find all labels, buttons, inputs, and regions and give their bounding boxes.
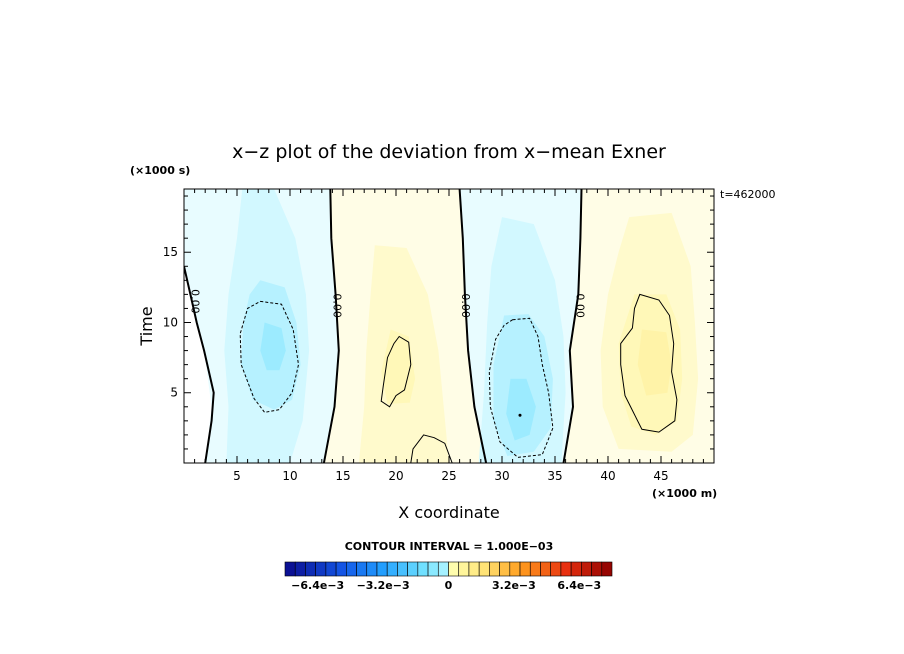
neg-shade-core-2 [506, 378, 536, 441]
colorbar-swatch [560, 561, 572, 577]
positive-contour-3 [410, 434, 453, 463]
x-tick-label: 10 [282, 469, 297, 483]
colorbar-swatch [478, 561, 490, 577]
zero-contour-label-2: 0.00 [331, 293, 344, 318]
y-axis-title: Time [137, 306, 156, 346]
x-tick-label: 45 [653, 469, 668, 483]
colorbar-swatch [437, 561, 449, 577]
zero-contour-1 [184, 266, 215, 463]
colorbar: −6.4e−3 −3.2e−3 0 3.2e−3 6.4e−3 [284, 561, 613, 592]
colorbar-swatch [356, 561, 368, 577]
colorbar-swatch [570, 561, 582, 577]
zero-contour-4 [562, 189, 583, 463]
pos-shade-inner-1 [381, 329, 416, 404]
zero-contour-2 [322, 189, 340, 463]
colorbar-tick-label: 0 [445, 579, 453, 592]
x-tick-label: 40 [600, 469, 615, 483]
colorbar-swatch [397, 561, 408, 577]
colorbar-swatch [581, 561, 592, 577]
x-axis-title: X coordinate [398, 503, 499, 522]
positive-contour-1 [380, 335, 412, 408]
chart-title: x−z plot of the deviation from x−mean Ex… [232, 141, 666, 163]
colorbar-swatch [601, 561, 613, 577]
neg-shade-core-1 [260, 322, 286, 371]
colorbar-swatch [315, 561, 327, 577]
x-tick-label: 20 [388, 469, 403, 483]
colorbar-swatch [468, 561, 480, 577]
colorbar-swatch [458, 561, 470, 577]
colorbar-swatch [427, 561, 439, 577]
colorbar-swatch [325, 561, 337, 577]
y-tick-label: 5 [170, 386, 178, 400]
contour-lines [184, 189, 678, 463]
x-unit-label: (×1000 m) [652, 487, 717, 500]
zero-contour-label-1: 0.00 [189, 289, 202, 314]
zero-contour-label-3: 0.00 [459, 293, 472, 318]
x-tick-label: 15 [335, 469, 350, 483]
negative-contour-1 [239, 300, 300, 413]
colorbar-tick-label: 3.2e−3 [492, 579, 536, 592]
colorbar-swatch [346, 561, 357, 577]
pos-shade-core-2 [637, 329, 672, 396]
colorbar-swatch [519, 561, 531, 577]
axis-ticks: 5 10 15 20 25 30 35 40 45 5 10 15 [163, 189, 714, 483]
colorbar-swatch [386, 561, 398, 577]
minimum-marker [518, 413, 522, 417]
colorbar-swatch [540, 561, 551, 577]
x-tick-label: 30 [494, 469, 509, 483]
colorbar-swatch [417, 561, 429, 577]
colorbar-swatch [335, 561, 347, 577]
colorbar-swatch [448, 561, 460, 577]
colorbar-swatch [294, 561, 306, 577]
colorbar-swatch [509, 561, 521, 577]
colorbar-tick-label: 6.4e−3 [557, 579, 601, 592]
colorbar-swatch [591, 561, 603, 577]
time-stamp-label: t=462000 [720, 188, 776, 201]
y-tick-label: 15 [163, 245, 178, 259]
zero-contour-3 [458, 189, 488, 463]
colorbar-swatch [529, 561, 541, 577]
zero-contour-label-4: 0.00 [573, 293, 586, 318]
colorbar-tick-label: −3.2e−3 [357, 579, 410, 592]
colorbar-swatch [407, 561, 419, 577]
colorbar-swatch [489, 561, 500, 577]
positive-contour-2 [620, 293, 678, 433]
colorbar-tick-label: −6.4e−3 [291, 579, 344, 592]
plot-area: 0.00 0.00 0.00 0.00 5 10 15 20 25 30 35 40 45 5 10 15 [163, 188, 715, 483]
contour-labels: 0.00 0.00 0.00 0.00 [189, 289, 587, 318]
negative-contour-2 [488, 317, 554, 458]
x-tick-label: 25 [441, 469, 456, 483]
x-tick-label: 5 [233, 469, 241, 483]
shaded-field [184, 189, 714, 463]
colorbar-swatch [284, 561, 296, 577]
x-tick-label: 35 [547, 469, 562, 483]
colorbar-swatch [366, 561, 378, 577]
y-tick-label: 10 [163, 315, 178, 329]
colorbar-swatch [376, 561, 388, 577]
colorbar-swatch [499, 561, 511, 577]
colorbar-swatch [305, 561, 316, 577]
contour-interval-note: CONTOUR INTERVAL = 1.000E−03 [345, 540, 554, 553]
y-unit-label: (×1000 s) [130, 164, 190, 177]
colorbar-swatch [550, 561, 562, 577]
